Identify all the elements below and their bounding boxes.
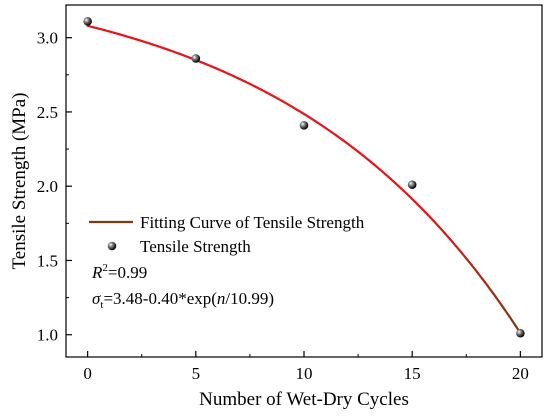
y-axis-title: Tensile Strength (MPa)	[9, 92, 30, 269]
y-tick-label: 1.5	[37, 251, 58, 270]
fit-curve-segment	[384, 172, 392, 180]
data-point	[516, 328, 525, 338]
r2-annotation: R2=0.99	[91, 262, 147, 282]
legend-fit-label: Fitting Curve of Tensile Strength	[140, 213, 365, 232]
fit-curve-segment	[448, 238, 457, 247]
fit-curve-segment	[389, 177, 398, 185]
fit-curve-segment	[438, 225, 446, 235]
fit-curve-segment	[475, 270, 484, 281]
data-point	[191, 54, 201, 63]
fit-curve-segment	[394, 182, 403, 190]
fit-curve-segment	[405, 192, 414, 201]
data-points	[83, 17, 525, 338]
data-point	[299, 121, 309, 130]
fit-curve-segment	[340, 138, 349, 145]
x-axis-title: Number of Wet-Dry Cycles	[199, 389, 409, 410]
fit-curve-segment	[470, 264, 479, 274]
fit-curve-segment	[356, 150, 365, 158]
x-axis-ticks: 0 5 10 15 20	[83, 351, 529, 383]
fit-curve-segment	[443, 231, 452, 241]
legend-point-swatch	[107, 241, 117, 251]
fit-curve-segment	[351, 146, 360, 153]
fit-curve-segment	[335, 134, 343, 141]
fit-curve-segment	[432, 220, 441, 229]
x-tick-label: 20	[512, 364, 529, 383]
y-tick-label: 1.0	[37, 326, 58, 345]
x-tick-label: 5	[192, 364, 201, 383]
fit-curve-segment	[465, 257, 473, 267]
legend-point-label: Tensile Strength	[140, 237, 251, 256]
y-tick-label: 2.0	[37, 177, 58, 196]
y-tick-label: 2.5	[37, 103, 58, 122]
x-tick-label: 15	[404, 364, 421, 383]
fit-curve-segment	[497, 300, 506, 310]
fit-curve-segment	[362, 154, 371, 162]
legend: Fitting Curve of Tensile Strength Tensil…	[89, 213, 365, 256]
plot-area	[65, 4, 543, 358]
y-axis-ticks: 1.0 1.5 2.0 2.5 3.0	[37, 29, 72, 345]
fit-curve-segment	[421, 208, 430, 217]
equation-annotation: σt=3.48-0.40*exp(n/10.99)	[92, 289, 274, 311]
data-point	[83, 17, 92, 26]
fit-curve-segment	[367, 159, 376, 166]
fit-curve-segment	[329, 130, 338, 137]
x-tick-label: 10	[296, 364, 313, 383]
fit-curve-segment	[411, 197, 419, 206]
fit-curve-segment	[400, 187, 408, 195]
y-tick-label: 3.0	[37, 29, 58, 48]
fit-curve-segment	[481, 277, 490, 288]
fit-curve-segment	[373, 163, 381, 171]
fit-curve-segment	[454, 244, 462, 253]
fit-curve-segment	[378, 168, 387, 176]
fit-curve-segment	[492, 292, 500, 303]
fit-curve	[86, 24, 522, 335]
fit-curve-segment	[346, 142, 354, 149]
fit-curve-segment	[427, 214, 435, 223]
fit-curve-segment	[503, 307, 511, 318]
fit-curve-segment	[416, 203, 425, 211]
fit-curve-segment	[459, 250, 468, 260]
x-tick-label: 0	[83, 364, 92, 383]
fit-curve-segment	[486, 285, 495, 295]
data-point	[407, 180, 417, 190]
fit-curve-segment	[508, 315, 517, 326]
